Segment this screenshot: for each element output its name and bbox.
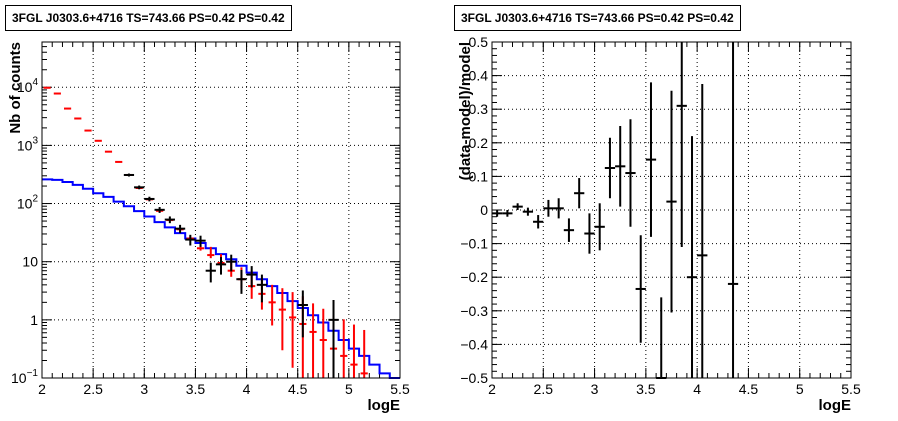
y-tick-label: −0.1: [460, 236, 488, 252]
counts-panel: 2 2.5 3 3.5 4 4.5 5 5.5 10−1 1 10 102 103 104 logE Nb o…: [7, 41, 410, 414]
x-tick-label: 3: [140, 381, 148, 397]
x-tick-label: 5: [345, 381, 353, 397]
x-axis-label: logE: [368, 397, 401, 414]
y-tick-label: −0.2: [460, 269, 488, 285]
x-tick-label: 5: [796, 381, 804, 397]
y-tick-label: 1: [30, 312, 38, 328]
y-tick-label: 0.4: [469, 68, 489, 84]
y-axis-label: (data-model)/model: [457, 42, 474, 180]
x-tick-label: 3.5: [636, 381, 656, 397]
y-axis-label: Nb of counts: [7, 42, 24, 134]
y-tick-label: 0: [480, 202, 488, 218]
y-tick-label: 0.2: [469, 135, 489, 151]
plot-frame: [41, 41, 401, 379]
y-tick-label: 103: [17, 135, 39, 153]
counts-chart-title: 3FGL J0303.6+4716 TS=743.66 PS=0.42 PS=0…: [5, 5, 292, 31]
y-tick-label: −0.5: [460, 370, 488, 386]
y-tick-label: 102: [17, 194, 39, 212]
x-tick-label: 5.5: [841, 381, 861, 397]
y-tick-label: 10−1: [11, 368, 38, 386]
model-step-line: [42, 178, 400, 379]
x-tick-label: 3: [591, 381, 599, 397]
y-tick-label: −0.4: [460, 336, 488, 352]
x-tick-label: 4: [243, 381, 251, 397]
y-tick-label: 104: [17, 77, 39, 95]
x-axis-label: logE: [819, 397, 852, 414]
x-tick-label: 2.5: [534, 381, 554, 397]
x-tick-label: 3.5: [186, 381, 206, 397]
x-tick-label: 4: [693, 381, 701, 397]
x-tick-label: 2.5: [83, 381, 103, 397]
residuals-panel: 2 2.5 3 3.5 4 4.5 5 5.5 0.5 0.4 0.3 0.2 0.1 0 −0.1 −0.2…: [457, 34, 861, 414]
x-tick-label: 4.5: [288, 381, 308, 397]
x-tick-label: 2: [488, 381, 496, 397]
x-tick-label: 2: [38, 381, 46, 397]
residuals-chart-title: 3FGL J0303.6+4716 TS=743.66 PS=0.42 PS=0…: [454, 5, 741, 31]
x-tick-label: 5.5: [390, 381, 410, 397]
y-tick-label: 0.5: [469, 34, 489, 50]
y-tick-label: −0.3: [460, 303, 488, 319]
y-tick-label: 0.3: [469, 101, 489, 117]
x-tick-label: 4.5: [739, 381, 759, 397]
y-tick-label: 0.1: [469, 168, 489, 184]
plot-frame: [491, 41, 852, 379]
y-tick-label: 10: [22, 254, 38, 270]
